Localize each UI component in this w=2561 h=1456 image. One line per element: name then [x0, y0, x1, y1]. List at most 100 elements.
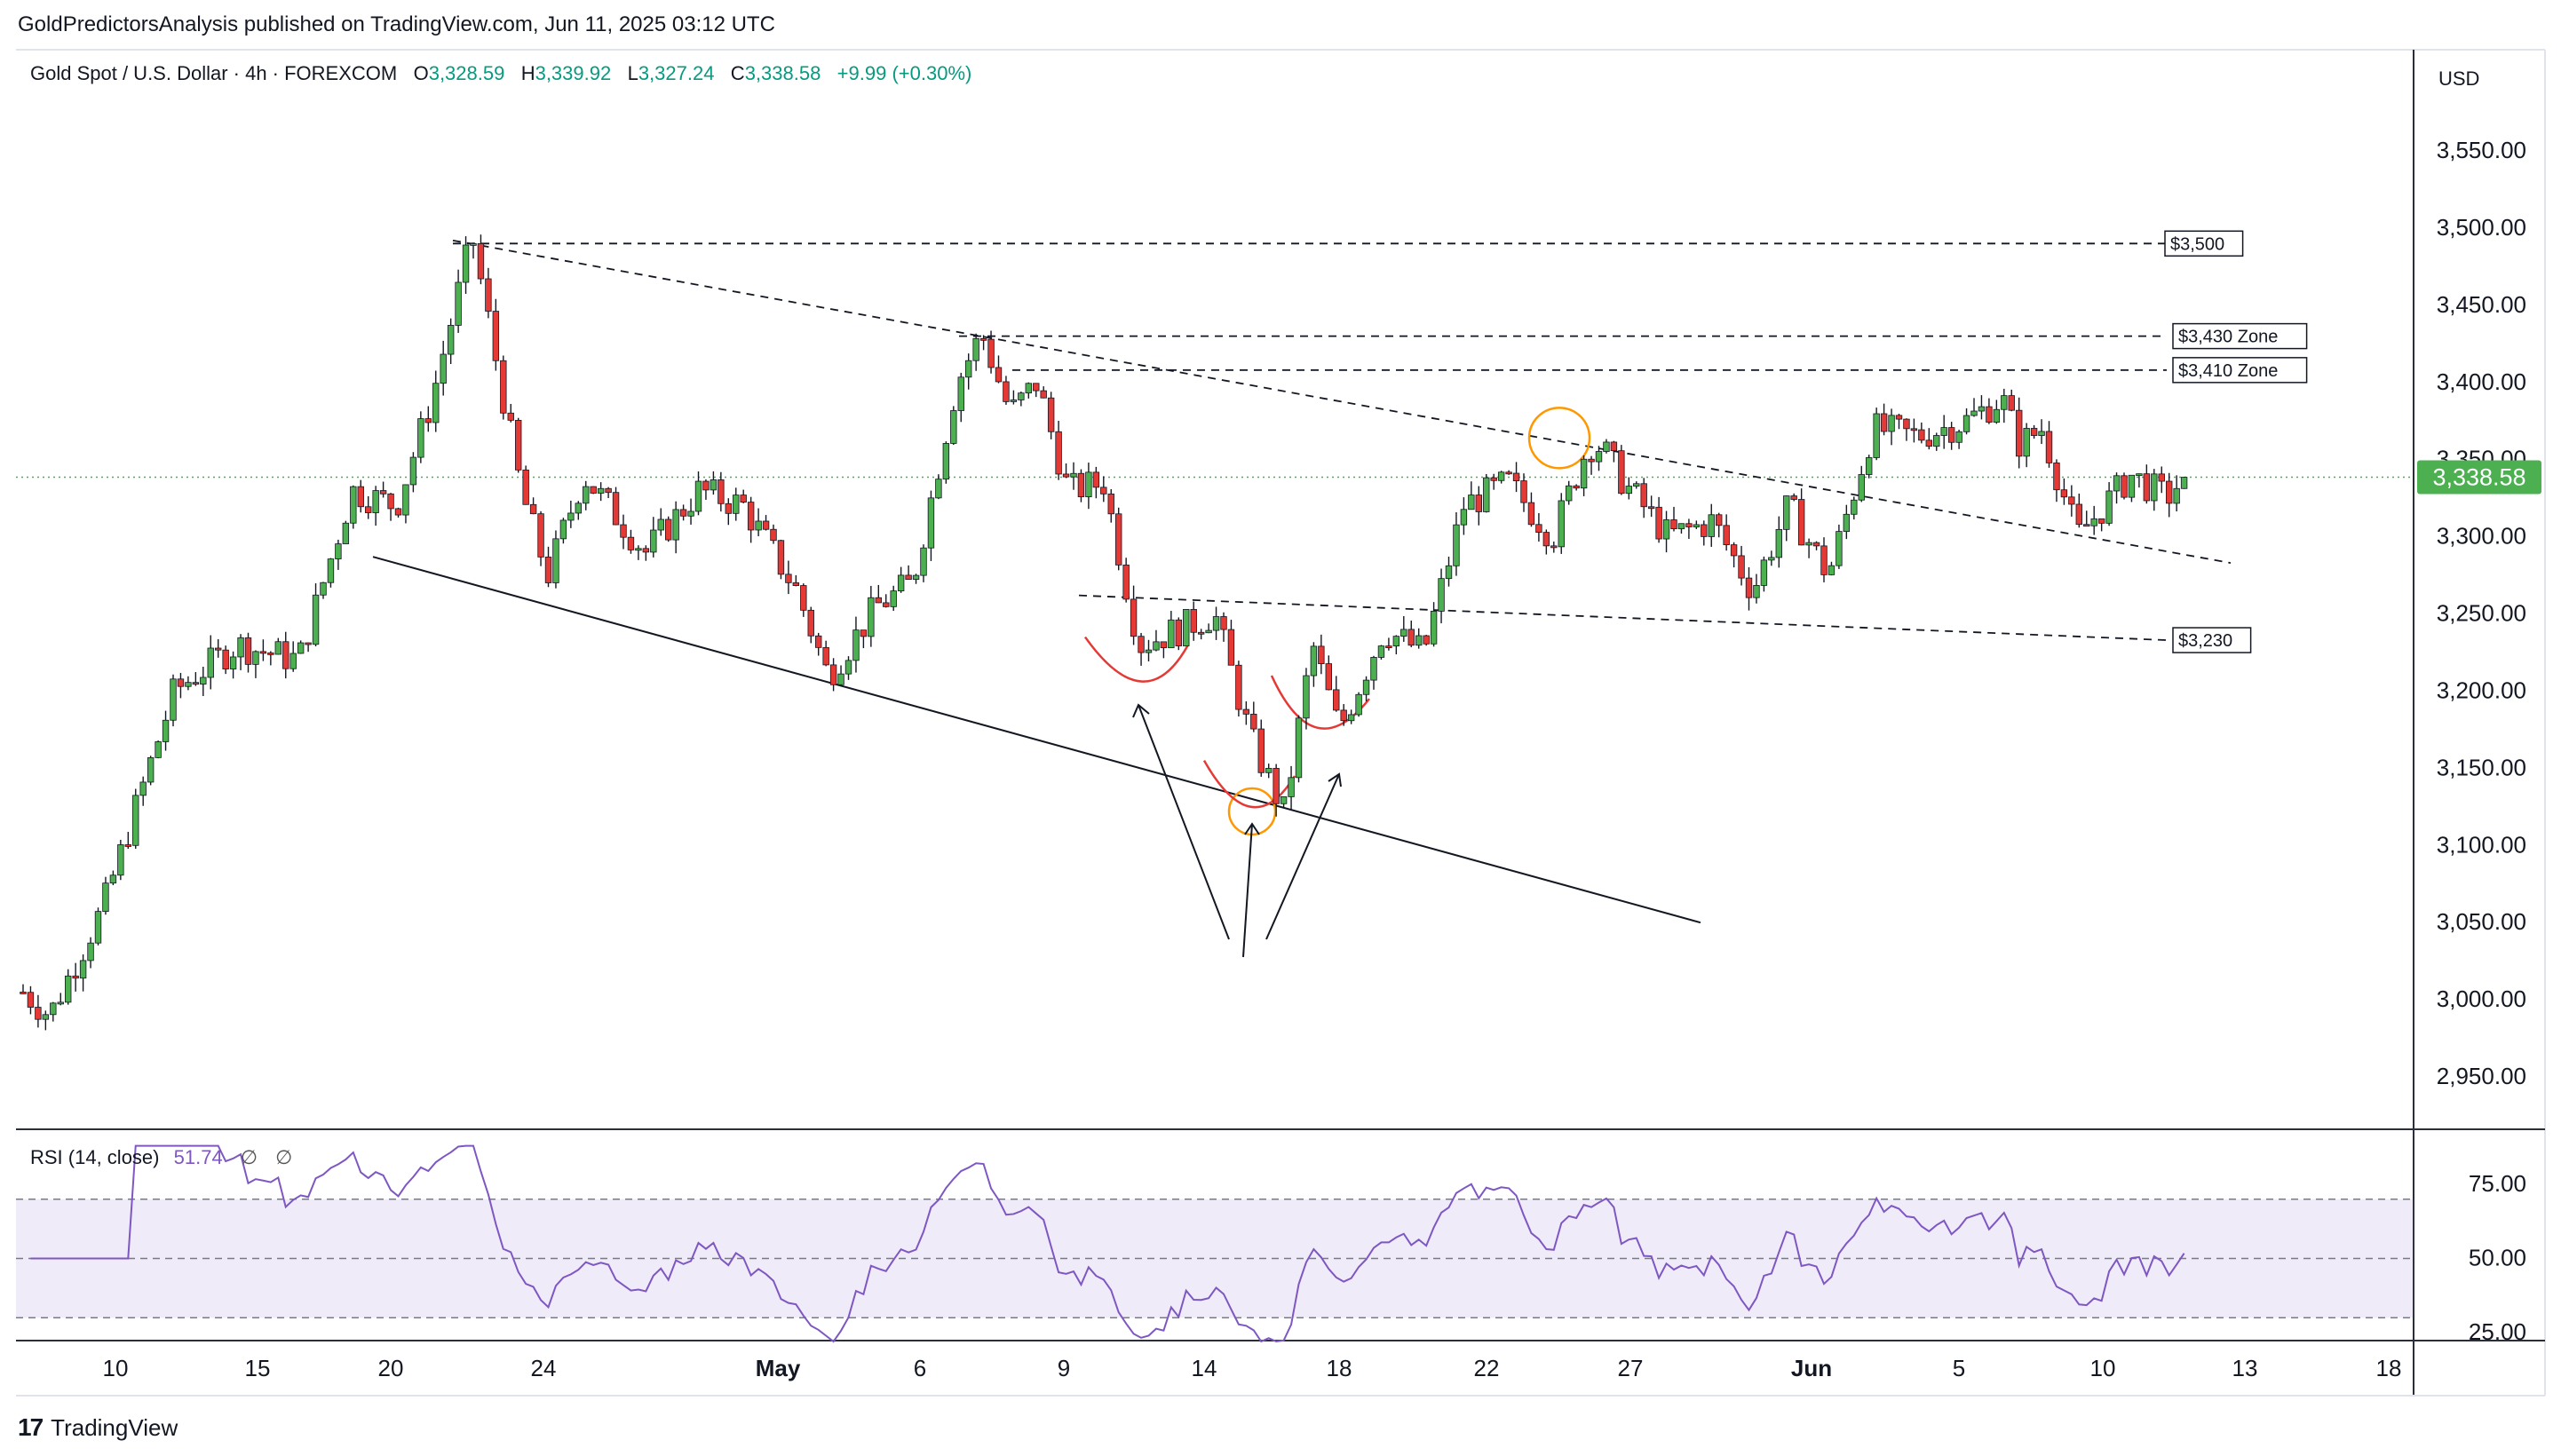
candle-body	[1138, 636, 1145, 653]
candle-body	[1153, 641, 1160, 651]
candle-body	[132, 795, 139, 846]
candle-body	[844, 660, 852, 675]
candle-body	[447, 325, 455, 355]
y-tick-label: 3,200.00	[2437, 677, 2526, 703]
candle-body	[777, 540, 785, 575]
candle-body	[109, 874, 117, 884]
candle-body	[1468, 495, 1475, 510]
candle-body	[883, 602, 890, 607]
symbol-legend[interactable]: Gold Spot / U.S. Dollar · 4h · FOREXCOM …	[30, 62, 971, 85]
candle-body	[852, 629, 860, 661]
candle-body	[1107, 493, 1114, 515]
candle-body	[1055, 431, 1062, 475]
candle-body	[1212, 616, 1220, 631]
candle-body	[567, 512, 575, 521]
brand-name: TradingView	[51, 1413, 178, 1441]
x-tick-label: 10	[2090, 1355, 2116, 1381]
candle-body	[2090, 518, 2097, 526]
candle-body	[995, 367, 1003, 383]
candle-body	[1625, 486, 1632, 495]
rsi-title[interactable]: RSI (14, close)	[30, 1146, 160, 1168]
candle-body	[1566, 485, 1573, 502]
candle-body	[927, 497, 935, 549]
arrow-left	[1138, 704, 1230, 940]
published-header: GoldPredictorsAnalysis published on Trad…	[18, 12, 775, 36]
candle-body	[1130, 598, 1138, 637]
rsi-extra-1: ∅	[240, 1146, 258, 1168]
candle-body	[740, 495, 747, 503]
candle-body	[1197, 631, 1205, 635]
x-tick-label: 6	[914, 1355, 926, 1381]
candle-body	[1047, 397, 1055, 432]
candle-body	[477, 243, 485, 280]
candle-body	[1670, 519, 1677, 530]
candle-body	[1955, 431, 1962, 443]
candle-body	[979, 337, 987, 341]
candle-body	[1273, 768, 1280, 804]
candle-body	[1168, 619, 1175, 649]
candle-body	[214, 647, 222, 651]
candle-body	[1303, 675, 1310, 719]
level-line	[1078, 594, 2168, 641]
candle-body	[522, 469, 529, 505]
candle-body	[1558, 500, 1565, 548]
candle-body	[50, 1002, 57, 1016]
rsi-line	[30, 1144, 2185, 1343]
tradingview-brand[interactable]: 17 TradingView	[18, 1413, 178, 1442]
candle-body	[2001, 395, 2008, 410]
candle-body	[1730, 544, 1738, 557]
candle-body	[1175, 619, 1182, 646]
candle-body	[1843, 513, 1851, 533]
candle-body	[1325, 663, 1332, 691]
rsi-tick-label: 75.00	[2469, 1170, 2526, 1197]
candle-body	[1415, 635, 1423, 646]
candle-body	[762, 520, 770, 530]
candle-body	[2158, 473, 2165, 482]
candle-body	[87, 942, 94, 961]
candle-body	[267, 652, 274, 655]
x-tick-label: 9	[1058, 1355, 1070, 1381]
candle-body	[1873, 413, 1880, 458]
drawings: $3,500 $3,430 Zone $3,410 Zone $3,230	[16, 230, 2414, 958]
candle-body	[2105, 490, 2113, 524]
candle-body	[1115, 513, 1122, 566]
candle-body	[1220, 616, 1227, 630]
candle-body	[537, 513, 544, 558]
candle-body	[987, 338, 995, 368]
candle-body	[1768, 557, 1775, 561]
candle-body	[807, 609, 814, 637]
candle-body	[222, 649, 229, 669]
candle-body	[605, 487, 612, 494]
candle-body	[155, 741, 162, 758]
candle-body	[1753, 585, 1760, 598]
x-tick-label: 20	[378, 1355, 404, 1381]
candle-body	[2023, 428, 2030, 457]
arrow-right	[1265, 773, 1340, 940]
candle-body	[42, 1014, 50, 1020]
candle-body	[1851, 499, 1858, 515]
candle-body	[357, 486, 364, 508]
candle-body	[1003, 381, 1010, 402]
trendline-support	[372, 556, 1701, 924]
x-tick-label: 18	[2376, 1355, 2402, 1381]
y-tick-label: 2,950.00	[2437, 1063, 2526, 1089]
candle-body	[1701, 524, 1708, 537]
candle-body	[800, 585, 807, 611]
currency-label[interactable]: USD	[2438, 67, 2480, 90]
candle-body	[912, 574, 920, 581]
candle-body	[470, 243, 477, 246]
arrow-left-head	[1132, 703, 1150, 718]
x-tick-label: 10	[103, 1355, 129, 1381]
candle-body	[2113, 475, 2121, 492]
candle-body	[1962, 415, 1970, 432]
rsi-tick-label: 25.00	[2469, 1318, 2526, 1345]
candle-body	[1880, 413, 1888, 432]
symbol-name[interactable]: Gold Spot / U.S. Dollar · 4h · FOREXCOM	[30, 62, 398, 84]
candle-body	[544, 556, 552, 583]
y-tick-label: 3,000.00	[2437, 985, 2526, 1012]
y-tick-label: 3,550.00	[2437, 137, 2526, 163]
rsi-legend[interactable]: RSI (14, close) 51.74 ∅ ∅	[30, 1146, 292, 1169]
candle-body	[492, 311, 500, 361]
candle-body	[1333, 689, 1340, 711]
